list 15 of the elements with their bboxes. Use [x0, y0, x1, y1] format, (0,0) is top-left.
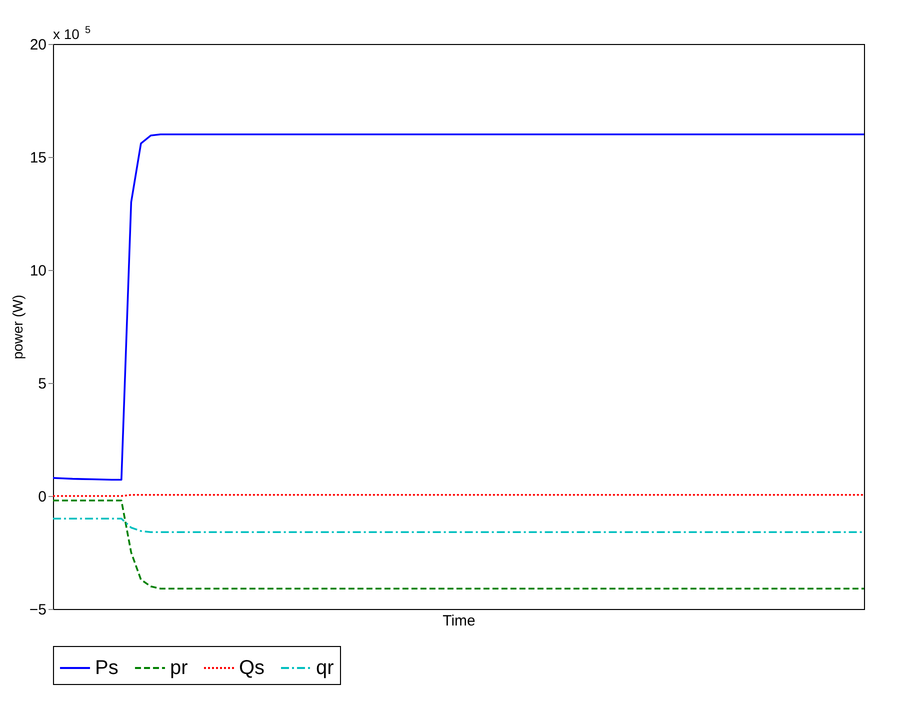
line-series	[52, 500, 865, 590]
x-axis-title: Time	[442, 612, 476, 630]
legend-label: qr	[316, 657, 334, 679]
y-tick-label: 10	[30, 262, 46, 280]
legend-label: Ps	[95, 657, 118, 679]
y-tick-label: −5	[29, 602, 46, 618]
y-tick-label: 0	[38, 488, 46, 506]
line-series	[52, 518, 865, 534]
legend-label: pr	[170, 657, 188, 679]
y-axis-title: power (W)	[9, 294, 26, 360]
y-tick-label: 20	[30, 36, 46, 54]
y-tick-label: 15	[30, 150, 46, 166]
y-tick-label: 5	[38, 376, 46, 392]
legend-label: Qs	[239, 657, 265, 679]
line-series	[52, 134, 865, 481]
